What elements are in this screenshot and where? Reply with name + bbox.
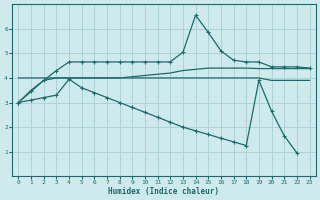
X-axis label: Humidex (Indice chaleur): Humidex (Indice chaleur) [108, 187, 220, 196]
